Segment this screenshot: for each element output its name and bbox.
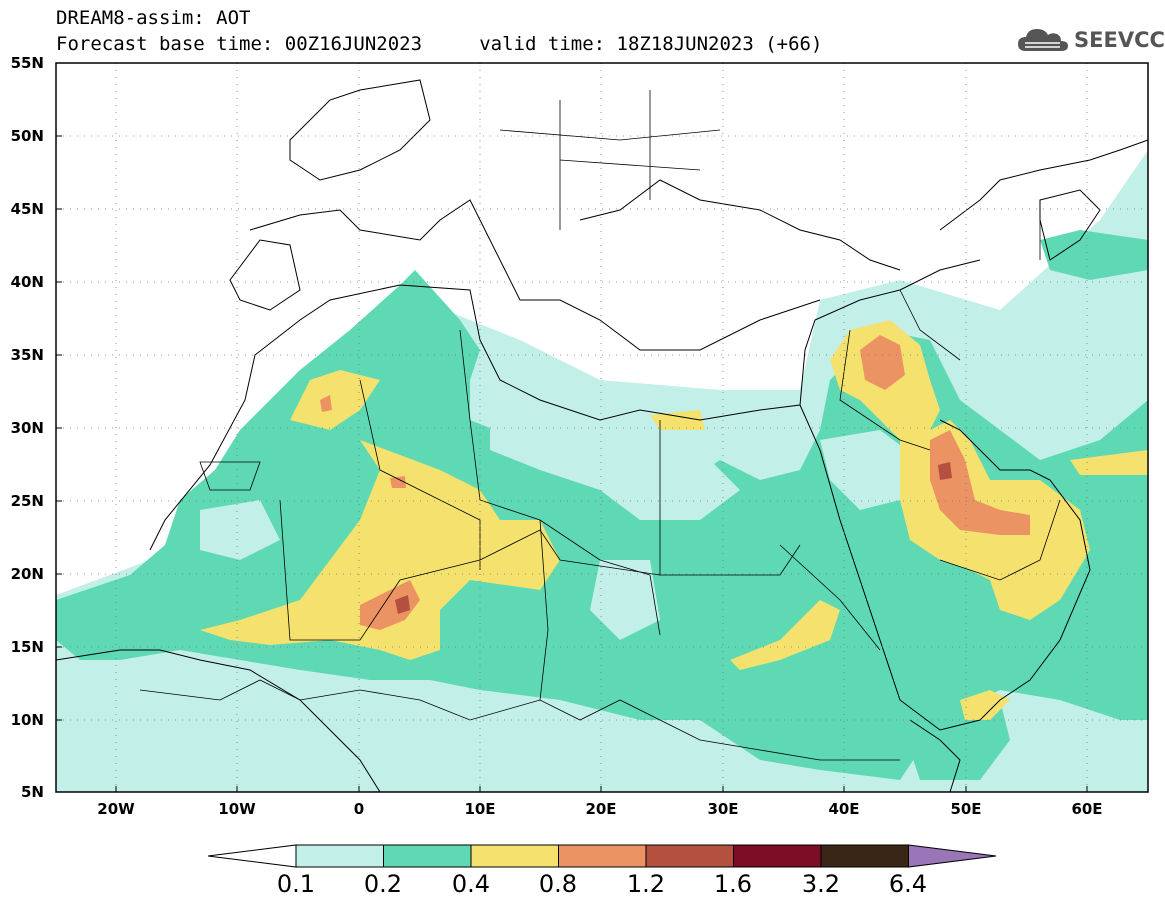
- lat-label-55n: 55N: [10, 54, 44, 72]
- lon-label-50e: 50E: [950, 800, 982, 818]
- country-borders: [139, 90, 1061, 761]
- colorbar-swatch-7: [820, 844, 909, 868]
- lon-label-10e: 10E: [464, 800, 496, 818]
- lat-label-20n: 20N: [10, 565, 44, 583]
- map-title: DREAM8-assim: AOT: [56, 7, 251, 29]
- colorbar-label: 0.1: [276, 870, 316, 898]
- colorbar-label: 0.2: [363, 870, 403, 898]
- lon-label-10w: 10W: [218, 800, 256, 818]
- lon-label-20e: 20E: [585, 800, 617, 818]
- logo-text: SEEVCCC: [1074, 28, 1165, 52]
- lon-label-0: 0: [353, 800, 365, 818]
- lon-label-30e: 30E: [707, 800, 739, 818]
- forecast-times: Forecast base time: 00Z16JUN2023 valid t…: [56, 33, 823, 55]
- lat-label-40n: 40N: [10, 273, 44, 291]
- colorbar-swatch-3: [470, 844, 559, 868]
- colorbar-swatch-1: [295, 844, 384, 868]
- lat-label-45n: 45N: [10, 200, 44, 218]
- colorbar-label: 1.6: [713, 870, 753, 898]
- tick-marks: [56, 62, 1088, 793]
- colorbar-under-triangle: [207, 844, 297, 868]
- colorbar-swatch-5: [645, 844, 734, 868]
- colorbar: [207, 844, 997, 868]
- lon-label-20w: 20W: [97, 800, 135, 818]
- lon-label-60e: 60E: [1071, 800, 1103, 818]
- lat-label-10n: 10N: [10, 711, 44, 729]
- lat-label-30n: 30N: [10, 419, 44, 437]
- aot-level-0.8: [320, 335, 1030, 630]
- aot-level-0.1-patches: [200, 370, 1100, 640]
- lat-label-25n: 25N: [10, 492, 44, 510]
- lat-label-50n: 50N: [10, 127, 44, 145]
- lon-label-40e: 40E: [828, 800, 860, 818]
- colorbar-swatch-6: [733, 844, 822, 868]
- coastlines: [56, 79, 1148, 792]
- colorbar-label: 1.2: [626, 870, 666, 898]
- colorbar-swatch-2: [383, 844, 472, 868]
- graticule: [56, 63, 1148, 792]
- colorbar-label: 0.4: [451, 870, 491, 898]
- colorbar-label: 6.4: [888, 870, 928, 898]
- colorbar-over-triangle: [908, 844, 997, 868]
- colorbar-label: 0.8: [538, 870, 578, 898]
- seevccc-logo: SEEVCCC: [1016, 24, 1165, 56]
- cloud-icon: [1018, 29, 1068, 51]
- lat-label-35n: 35N: [10, 346, 44, 364]
- lat-label-15n: 15N: [10, 638, 44, 656]
- colorbar-swatch-4: [558, 844, 647, 868]
- lat-label-5n: 5N: [21, 783, 44, 801]
- aot-level-1.2: [395, 462, 952, 614]
- colorbar-label: 3.2: [801, 870, 841, 898]
